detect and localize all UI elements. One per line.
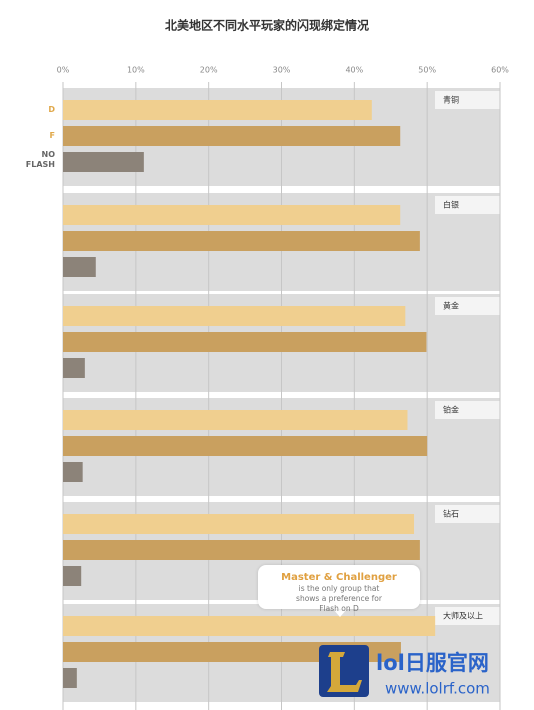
panel-label-box — [435, 401, 500, 419]
bar — [63, 540, 420, 560]
panel-label: 铂金 — [443, 405, 459, 415]
bar — [63, 462, 83, 482]
bar — [63, 566, 82, 586]
x-tick-label: 20% — [200, 66, 218, 75]
bar — [63, 306, 406, 326]
panel-label: 黄金 — [443, 301, 459, 311]
panel-label-box — [435, 196, 500, 214]
x-tick-label: 60% — [491, 66, 509, 75]
x-tick-label: 10% — [127, 66, 145, 75]
watermark-url: www.lolrf.com — [385, 680, 490, 698]
bar — [63, 100, 372, 120]
panel-label-box — [435, 505, 500, 523]
bar — [63, 436, 428, 456]
callout-text: is the only group that shows a preferenc… — [296, 584, 382, 613]
bar — [63, 231, 420, 251]
panel-label-box — [435, 607, 500, 625]
bar — [63, 152, 144, 172]
logo — [319, 645, 369, 697]
callout-pointer — [333, 609, 347, 617]
panel-label: 钻石 — [443, 509, 459, 519]
x-tick-label: 40% — [345, 66, 363, 75]
bar — [63, 257, 96, 277]
callout-title: Master & Challenger — [281, 572, 397, 583]
bar — [63, 126, 401, 146]
panel-label: 大师及以上 — [443, 611, 483, 621]
callout: Master & Challenger is the only group th… — [258, 565, 420, 613]
bar — [63, 642, 401, 662]
legend-label: D — [48, 105, 55, 114]
bars — [63, 100, 436, 688]
legend-label: F — [49, 131, 55, 140]
bar — [63, 668, 77, 688]
panel-label: 白银 — [443, 200, 459, 210]
bar — [63, 358, 85, 378]
chart-title: 北美地区不同水平玩家的闪现绑定情况 — [165, 18, 369, 33]
x-tick-label: 30% — [273, 66, 291, 75]
panel-label: 青铜 — [443, 95, 459, 105]
bar — [63, 616, 436, 636]
watermark-site: lol日服官网 — [376, 651, 489, 675]
x-tick-label: 50% — [418, 66, 436, 75]
panel-label-box — [435, 297, 500, 315]
legend-label: NO FLASH — [25, 150, 55, 169]
bar — [63, 332, 427, 352]
bar — [63, 205, 401, 225]
panel-label-box — [435, 91, 500, 109]
bar — [63, 410, 408, 430]
bar — [63, 514, 415, 534]
x-tick-label: 0% — [57, 66, 70, 75]
